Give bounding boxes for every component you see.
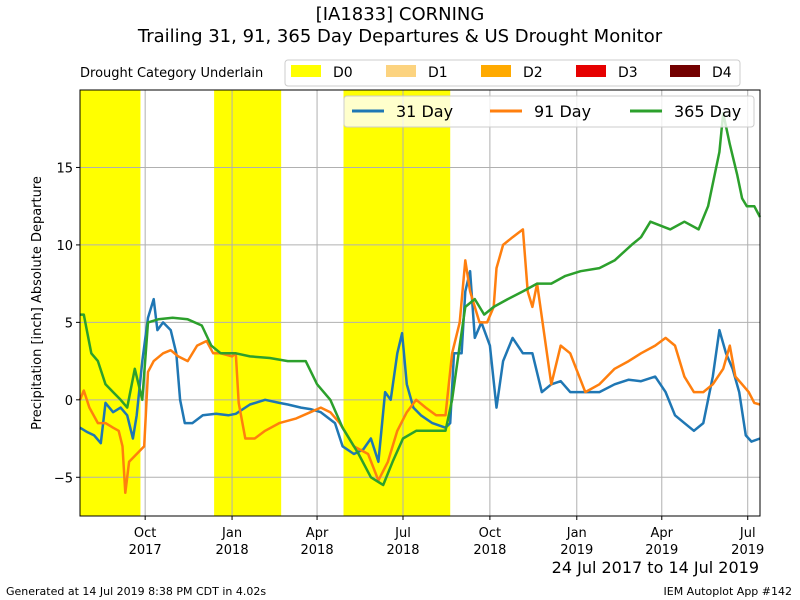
x-tick-label-month: Apr: [306, 526, 329, 541]
x-axis-ticks: Oct 2017 Jan 2018 Apr 2018 Jul 2018 Oct 2018 Jan 20…: [129, 516, 764, 558]
x-tick-label-year: 2017: [129, 543, 162, 558]
drought-band-d0-0: [80, 90, 141, 516]
drought-bands: [80, 90, 451, 516]
series-legend: 31 Day 91 Day 365 Day: [343, 95, 755, 128]
y-tick-label: 15: [56, 161, 73, 176]
y-tick-label: 0: [65, 394, 73, 409]
x-tick-label-year: 2018: [386, 543, 419, 558]
x-tick-label-month: Oct: [479, 526, 501, 541]
x-tick-label-month: Jan: [566, 526, 587, 541]
x-tick-label-year: 2019: [731, 543, 764, 558]
y-axis-label: Precipitation [inch] Absolute Departure: [30, 176, 45, 430]
x-tick-label-month: Jan: [221, 526, 242, 541]
footer-app-id: IEM Autoplot App #142: [664, 585, 793, 598]
footer-generated: Generated at 14 Jul 2019 8:38 PM CDT in …: [6, 585, 266, 598]
series-lines: [78, 111, 762, 495]
x-tick-label-year: 2018: [301, 543, 334, 558]
legend-label-d0: D0: [333, 65, 353, 81]
y-tick-label: 5: [65, 316, 73, 331]
x-tick-label-year: 2018: [216, 543, 249, 558]
legend-label-d3: D3: [618, 65, 638, 81]
date-range-label: 24 Jul 2017 to 14 Jul 2019: [552, 558, 759, 577]
x-tick-label-month: Jul: [394, 526, 411, 541]
legend-label-d4: D4: [712, 65, 732, 81]
drought-legend: Drought Category Underlain D0 D1 D2 D3 D…: [80, 59, 741, 87]
legend-label-d2: D2: [523, 65, 543, 81]
series-line-31-day: [79, 269, 761, 464]
legend-label-91day: 91 Day: [534, 102, 591, 121]
chart-title-line2: Trailing 31, 91, 365 Day Departures & US…: [137, 26, 663, 47]
legend-label-31day: 31 Day: [396, 102, 453, 121]
legend-swatch-d2: [481, 65, 511, 77]
x-tick-label-year: 2018: [473, 543, 506, 558]
x-tick-label-year: 2019: [645, 543, 678, 558]
x-tick-label-year: 2019: [560, 543, 593, 558]
x-tick-label-month: Apr: [651, 526, 674, 541]
grid-lines: [80, 90, 760, 516]
legend-swatch-d1: [386, 65, 416, 77]
plot-frame: [79, 89, 761, 517]
x-tick-label-month: Oct: [134, 526, 156, 541]
chart-title-line1: [IA1833] CORNING: [316, 4, 485, 25]
series-line-365-day: [80, 111, 762, 487]
legend-label-d1: D1: [428, 65, 448, 81]
legend-swatch-d3: [576, 65, 606, 77]
legend-label-365day: 365 Day: [674, 102, 741, 121]
x-tick-label-month: Jul: [739, 526, 756, 541]
y-axis-ticks: −5 0 5 10 15: [54, 161, 80, 486]
drought-band-d0-2: [343, 90, 451, 516]
legend-swatch-d0: [291, 65, 321, 77]
drought-legend-label: Drought Category Underlain: [80, 66, 263, 81]
legend-swatch-d4: [670, 65, 700, 77]
series-line-91-day: [78, 228, 761, 495]
series-legend-frame: [343, 95, 755, 128]
drought-band-d0-1: [214, 90, 282, 516]
y-tick-label: −5: [54, 471, 73, 486]
y-tick-label: 10: [56, 239, 73, 254]
